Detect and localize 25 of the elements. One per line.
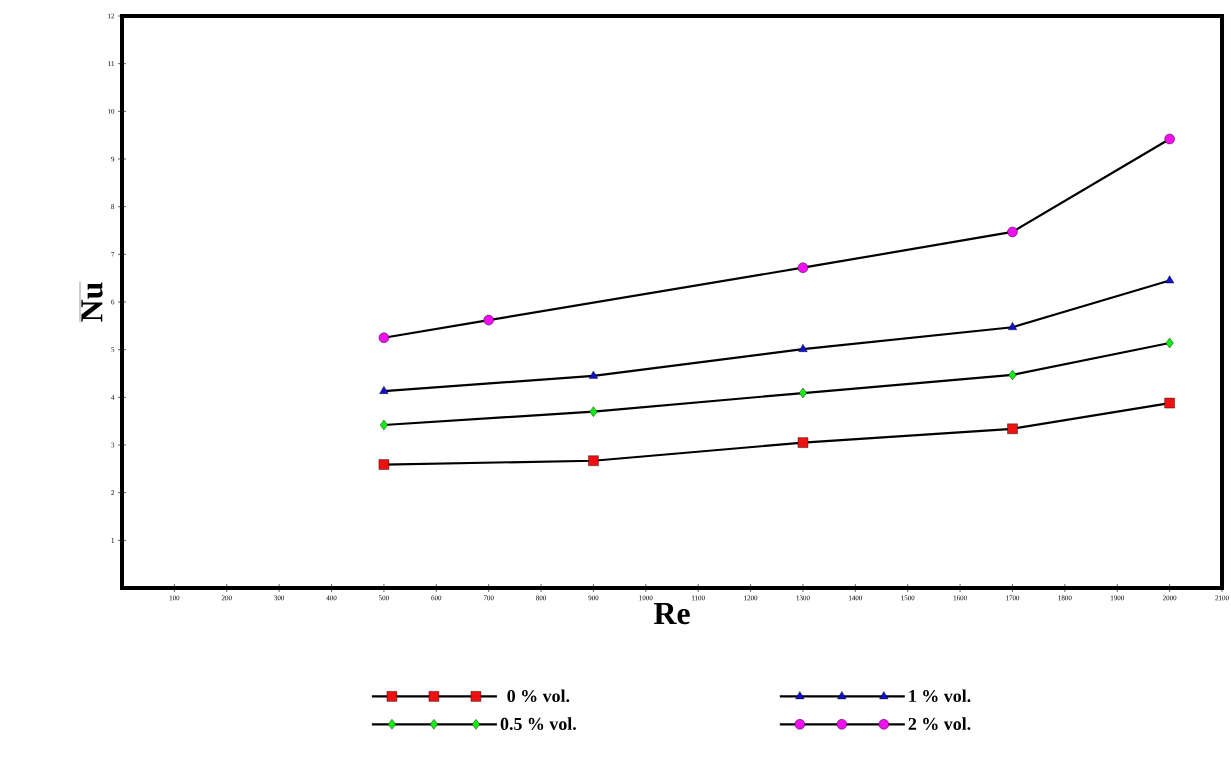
point: [378, 459, 390, 470]
legend-label: 0 % vol.: [507, 689, 570, 703]
point: [1007, 423, 1018, 434]
x-axis-title: Re: [653, 603, 690, 625]
legend-label: 1 % vol.: [909, 689, 971, 703]
point: [1008, 369, 1017, 381]
legend-label: 2 % vol.: [908, 717, 971, 731]
legend-label: 0.5 % vol.: [500, 717, 576, 731]
point: [797, 437, 809, 448]
point: [379, 419, 388, 431]
y-axis-title: $\overline{\mathbf{Nu}}$: [80, 281, 103, 323]
point: [1007, 322, 1018, 330]
point: [1165, 275, 1175, 284]
point: [483, 314, 494, 326]
point: [1164, 397, 1175, 409]
point: [1007, 226, 1018, 238]
point: [589, 406, 598, 417]
point: [378, 332, 390, 343]
point: [379, 385, 389, 394]
point: [588, 370, 598, 379]
point: [1165, 337, 1174, 349]
point: [1164, 133, 1175, 145]
point: [797, 262, 809, 273]
point: [588, 455, 599, 466]
point: [798, 343, 808, 352]
